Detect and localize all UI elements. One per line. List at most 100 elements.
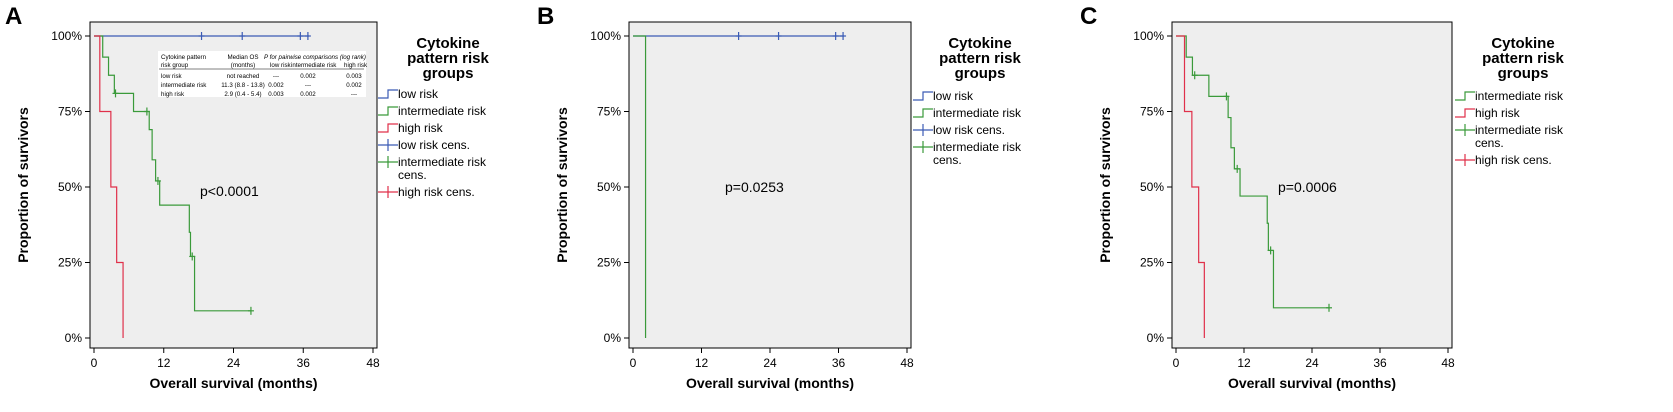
legend-swatch xyxy=(913,91,933,101)
x-tick-label: 12 xyxy=(157,356,171,370)
x-tick-label: 12 xyxy=(695,356,709,370)
legend-item: low risk xyxy=(378,87,439,101)
inset-cell: 0.002 xyxy=(268,82,284,89)
censor-mark xyxy=(1191,71,1198,80)
y-tick-label: 25% xyxy=(597,256,621,270)
legend-item: intermediate risk cens. xyxy=(913,140,1022,167)
legend-label: intermediate risk cens. xyxy=(933,140,1022,167)
legend-label: intermediate risk cens. xyxy=(398,155,487,182)
plot-area xyxy=(628,21,912,349)
p-value: p=0.0006 xyxy=(1278,179,1337,195)
inset-header: P for pairwise comparisons (log rank) xyxy=(264,54,366,61)
censor-mark xyxy=(143,107,150,116)
x-tick-label: 48 xyxy=(900,356,914,370)
x-tick-label: 0 xyxy=(630,356,637,370)
legend-swatch xyxy=(378,106,398,116)
legend-swatch xyxy=(913,108,933,118)
censor-mark xyxy=(189,252,196,261)
inset-header: risk group xyxy=(161,62,189,69)
legend-label: low risk xyxy=(398,87,439,101)
inset-cell: --- xyxy=(273,73,279,80)
legend-label: intermediate risk xyxy=(1475,89,1564,103)
legend-item: high risk xyxy=(378,121,444,135)
x-tick-label: 36 xyxy=(1373,356,1387,370)
plot-area xyxy=(1171,21,1453,349)
inset-cell: 0.002 xyxy=(300,73,316,80)
y-tick-label: 100% xyxy=(590,29,621,43)
x-tick-label: 12 xyxy=(1237,356,1251,370)
censor-mark xyxy=(247,306,254,315)
y-tick-label: 50% xyxy=(597,180,621,194)
panel-letter: C xyxy=(1080,3,1097,30)
legend-item: low risk cens. xyxy=(378,138,470,152)
inset-cell: intermediate risk xyxy=(161,82,207,89)
inset-header: intermediate risk xyxy=(291,62,337,69)
legend-item: intermediate risk cens. xyxy=(1455,123,1564,150)
legend-label: intermediate risk xyxy=(933,106,1022,120)
legend-item: low risk xyxy=(913,89,974,103)
y-tick-label: 100% xyxy=(1133,29,1164,43)
legend-swatch xyxy=(378,123,398,133)
p-value: p<0.0001 xyxy=(200,183,259,199)
y-axis-label: Proportion of survivors xyxy=(1097,107,1113,263)
survival-curve-intermediate-risk xyxy=(94,35,251,312)
legend-label: low risk cens. xyxy=(398,138,470,152)
legend-swatch xyxy=(1455,108,1475,118)
x-tick-label: 48 xyxy=(366,356,380,370)
legend-item: intermediate risk xyxy=(913,106,1022,120)
x-tick-label: 24 xyxy=(763,356,777,370)
x-tick-label: 0 xyxy=(91,356,98,370)
legend-swatch xyxy=(378,89,398,99)
inset-cell: 2.9 (0.4 - 5.4) xyxy=(224,91,261,98)
inset-cell: --- xyxy=(305,82,311,89)
inset-header: low risk xyxy=(270,62,292,69)
inset-cell: 0.002 xyxy=(346,82,362,89)
inset-cell: 0.003 xyxy=(346,73,362,80)
panel-letter: B xyxy=(537,3,554,30)
inset-cell: 0.003 xyxy=(268,91,284,98)
inset-cell: 0.002 xyxy=(300,91,316,98)
legend-swatch xyxy=(1455,91,1475,101)
y-tick-label: 50% xyxy=(1140,180,1164,194)
panel-b: B 0% 25% 50% 75% 100% 0 12 24 36 48 Overall surviva… xyxy=(537,3,1022,391)
censor-mark xyxy=(154,176,161,185)
censor-mark xyxy=(297,32,304,40)
x-tick-label: 36 xyxy=(832,356,846,370)
x-tick-label: 48 xyxy=(1441,356,1455,370)
x-axis-label: Overall survival (months) xyxy=(1228,375,1396,391)
survival-curve-intermediate-risk xyxy=(1176,35,1329,309)
survival-curve-high-risk xyxy=(1176,35,1205,338)
censor-mark xyxy=(1234,164,1241,173)
panel-c: C 0% 25% 50% 75% 100% 0 12 24 36 48 Overall surviva… xyxy=(1080,3,1565,391)
legend-label: low risk xyxy=(933,89,974,103)
censor-mark xyxy=(1326,303,1332,312)
x-tick-label: 0 xyxy=(1173,356,1180,370)
censor-mark xyxy=(775,32,782,40)
y-tick-label: 50% xyxy=(58,180,82,194)
y-axis-label: Proportion of survivors xyxy=(554,107,570,263)
inset-header: Cytokine pattern xyxy=(161,54,207,61)
legend-label: high risk cens. xyxy=(1475,153,1552,167)
p-value: p=0.0253 xyxy=(725,179,784,195)
censor-mark xyxy=(239,32,246,40)
y-tick-label: 75% xyxy=(1140,105,1164,119)
y-tick-label: 100% xyxy=(51,29,82,43)
panel-letter: A xyxy=(5,3,22,30)
legend-item: high risk cens. xyxy=(378,185,475,199)
x-tick-label: 36 xyxy=(297,356,311,370)
y-axis-label: Proportion of survivors xyxy=(15,107,31,263)
inset-header: high risk xyxy=(344,62,368,69)
legend-item: high risk cens. xyxy=(1455,153,1552,167)
survival-curve-intermediate-risk xyxy=(633,35,647,338)
legend-item: intermediate risk xyxy=(1455,89,1564,103)
legend-title: Cytokine pattern risk groups xyxy=(939,35,1021,82)
censor-mark xyxy=(1267,246,1274,255)
legend-item: low risk cens. xyxy=(913,123,1005,137)
x-tick-label: 24 xyxy=(1305,356,1319,370)
inset-cell: not reached xyxy=(227,73,260,80)
censor-mark xyxy=(832,32,839,40)
y-tick-label: 25% xyxy=(58,256,82,270)
y-tick-label: 0% xyxy=(1147,331,1165,345)
legend-label: intermediate risk cens. xyxy=(1475,123,1564,150)
